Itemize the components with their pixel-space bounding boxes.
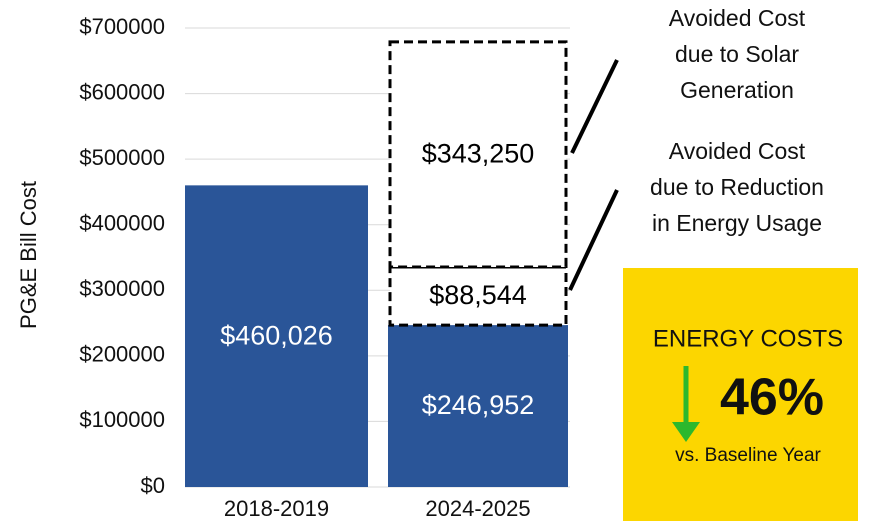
- y-tick-label: $600000: [79, 79, 165, 104]
- y-tick-label: $0: [141, 473, 165, 498]
- callout-box: [623, 268, 858, 521]
- y-tick-label: $100000: [79, 407, 165, 432]
- y-tick-label: $500000: [79, 145, 165, 170]
- x-tick-label: 2018-2019: [224, 496, 329, 521]
- annotation-text: Generation: [680, 77, 794, 103]
- callout-caption: vs. Baseline Year: [675, 445, 821, 466]
- y-tick-label: $300000: [79, 276, 165, 301]
- callout-heading: ENERGY COSTS: [653, 325, 843, 352]
- y-tick-label: $200000: [79, 342, 165, 367]
- y-tick-label: $700000: [79, 14, 165, 39]
- annotation-leader: [570, 59, 619, 154]
- x-tick-label: 2024-2025: [425, 496, 530, 521]
- annotation-leader: [568, 189, 619, 291]
- bar-segment: [388, 325, 568, 487]
- value-label: $460,026: [220, 320, 333, 350]
- annotation-text: Avoided Cost: [669, 138, 806, 164]
- value-label: $343,250: [422, 139, 535, 169]
- annotation-text: Avoided Cost: [669, 5, 806, 31]
- y-axis-label: PG&E Bill Cost: [16, 181, 41, 329]
- value-label: $88,544: [429, 280, 527, 310]
- down-arrow-head: [672, 422, 700, 442]
- bar-segment: [185, 185, 368, 488]
- bar-segment: [388, 40, 568, 269]
- callout-change: 46%: [720, 369, 824, 427]
- annotation-text: in Energy Usage: [652, 210, 822, 236]
- annotation-text: due to Reduction: [650, 174, 824, 200]
- annotation-text: due to Solar: [675, 41, 799, 67]
- y-tick-label: $400000: [79, 211, 165, 236]
- value-label: $246,952: [422, 390, 535, 420]
